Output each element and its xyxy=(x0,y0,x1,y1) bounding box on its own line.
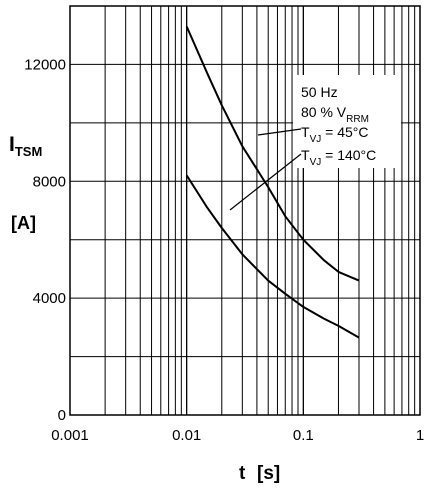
annotation-leader-140 xyxy=(229,153,302,211)
x-axis-symbol: t xyxy=(239,463,246,484)
y-tick-label: 4000 xyxy=(33,290,66,307)
x-tick-label: 0.001 xyxy=(51,427,89,444)
annotation-tvj-140: TVJ = 140°C xyxy=(301,147,376,168)
annotation-frequency: 50 Hz xyxy=(301,84,338,100)
x-tick-label: 1 xyxy=(416,427,424,444)
y-tick-label: 12000 xyxy=(24,56,66,73)
y-tick-label: 8000 xyxy=(33,173,66,190)
y-axis-unit: [A] xyxy=(11,213,36,233)
x-tick-label: 0.1 xyxy=(293,427,314,444)
annotation-tvj-45: TVJ = 45°C xyxy=(301,124,368,145)
x-tick-label: 0.01 xyxy=(172,427,201,444)
annotation-leader-45 xyxy=(257,128,302,136)
annotation-voltage: 80 % VRRM xyxy=(301,104,369,125)
y-tick-labels: 0 4000 8000 12000 xyxy=(24,56,66,424)
plot-frame xyxy=(69,5,421,416)
series-line-140c xyxy=(185,174,360,339)
x-axis-unit: [s] xyxy=(257,463,280,484)
curves xyxy=(185,26,360,339)
x-tick-labels: 0.001 0.01 0.1 1 xyxy=(51,427,424,444)
series-line-45c xyxy=(185,26,360,282)
grid xyxy=(70,6,420,415)
annotation-background xyxy=(293,75,401,168)
y-tick-label: 0 xyxy=(58,407,66,424)
y-axis-title: ITSM xyxy=(9,133,42,159)
annotation-box: 50 Hz 80 % VRRM TVJ = 45°C TVJ = 140°C xyxy=(229,75,401,211)
